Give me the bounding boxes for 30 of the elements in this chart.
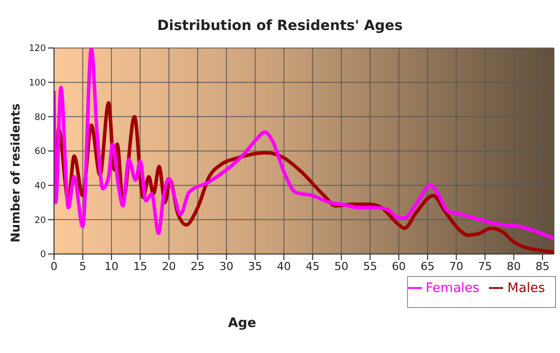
x-tick-label: 45 xyxy=(306,260,320,273)
y-tick-label: 120 xyxy=(28,44,46,54)
x-tick-label: 35 xyxy=(248,260,262,273)
y-tick-label: 60 xyxy=(34,147,46,158)
x-tick-label: 80 xyxy=(506,260,521,273)
y-axis-title: Number of residents xyxy=(9,103,23,243)
chart-title: Distribution of Residents' Ages xyxy=(156,18,404,34)
y-tick-label: 0 xyxy=(40,250,46,260)
x-tick-label: 10 xyxy=(104,260,118,273)
x-tick-label: 85 xyxy=(536,260,550,273)
x-tick-label: 60 xyxy=(392,260,406,273)
x-tick-label: 0 xyxy=(50,260,58,273)
x-tick-label: 25 xyxy=(190,260,205,273)
y-tick-label: 100 xyxy=(28,78,46,89)
y-tick-label: 20 xyxy=(34,216,46,226)
x-tick-label: 15 xyxy=(133,260,148,273)
x-tick-label: 30 xyxy=(219,260,234,273)
x-tick-label: 65 xyxy=(420,260,435,273)
x-tick-label: 55 xyxy=(363,260,378,273)
x-tick-label: 70 xyxy=(449,260,464,273)
x-tick-label: 20 xyxy=(162,260,176,273)
x-tick-label: 40 xyxy=(276,260,291,273)
x-tick-label: 75 xyxy=(478,260,492,273)
x-tick-label: 5 xyxy=(79,260,86,273)
y-tick-label: 40 xyxy=(34,182,46,192)
x-tick-label: 50 xyxy=(334,260,348,273)
x-axis-title: Age xyxy=(228,316,256,331)
y-tick-label: 80 xyxy=(34,112,46,123)
legend-label: Females xyxy=(426,281,480,296)
legend-label: Males xyxy=(507,281,545,296)
